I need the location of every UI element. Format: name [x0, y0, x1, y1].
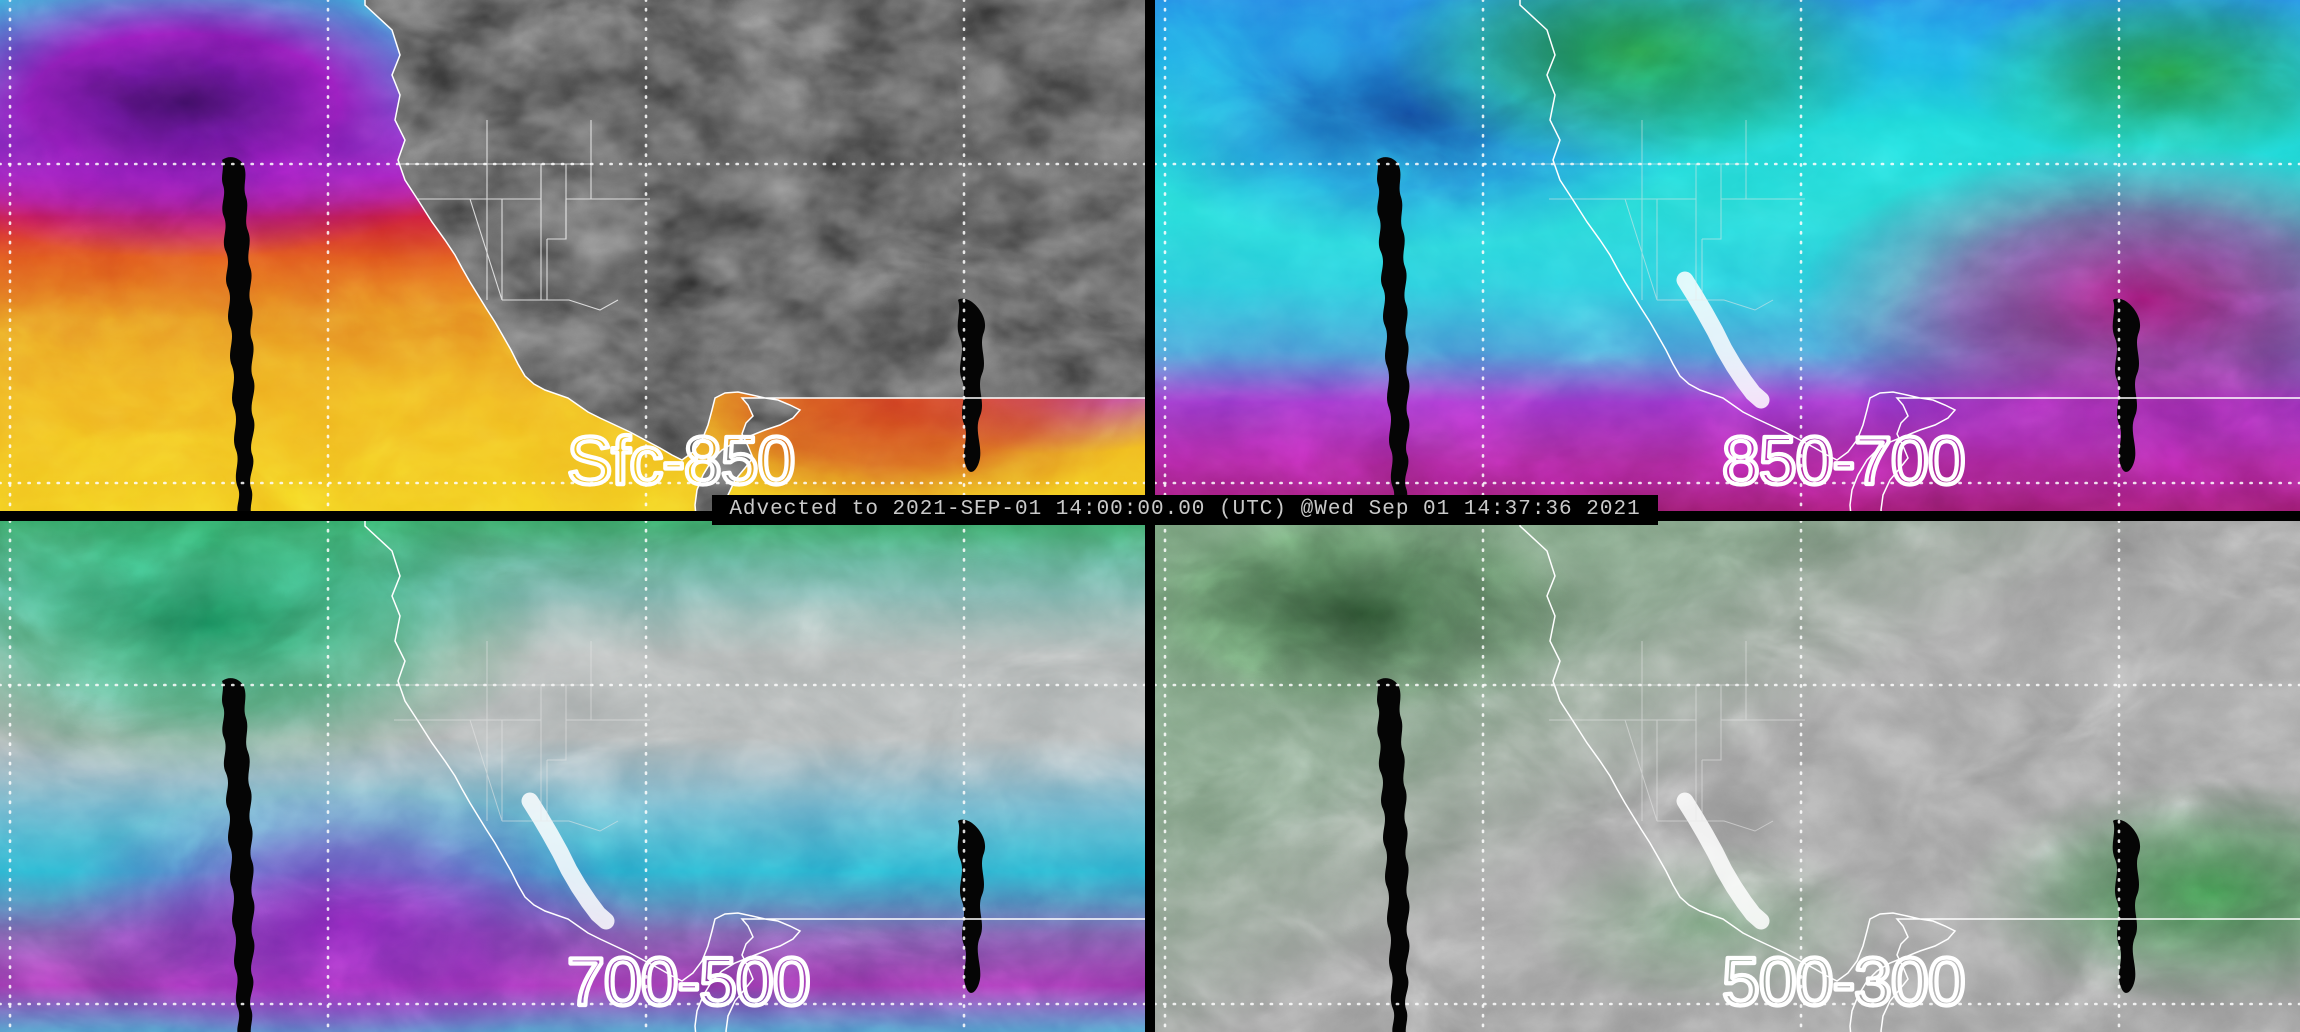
svg-text:500-300: 500-300 — [1722, 944, 1965, 1020]
svg-text:850-700: 850-700 — [1722, 423, 1965, 499]
svg-text:Sfc-850: Sfc-850 — [567, 423, 794, 499]
svg-text:700-500: 700-500 — [567, 944, 810, 1020]
